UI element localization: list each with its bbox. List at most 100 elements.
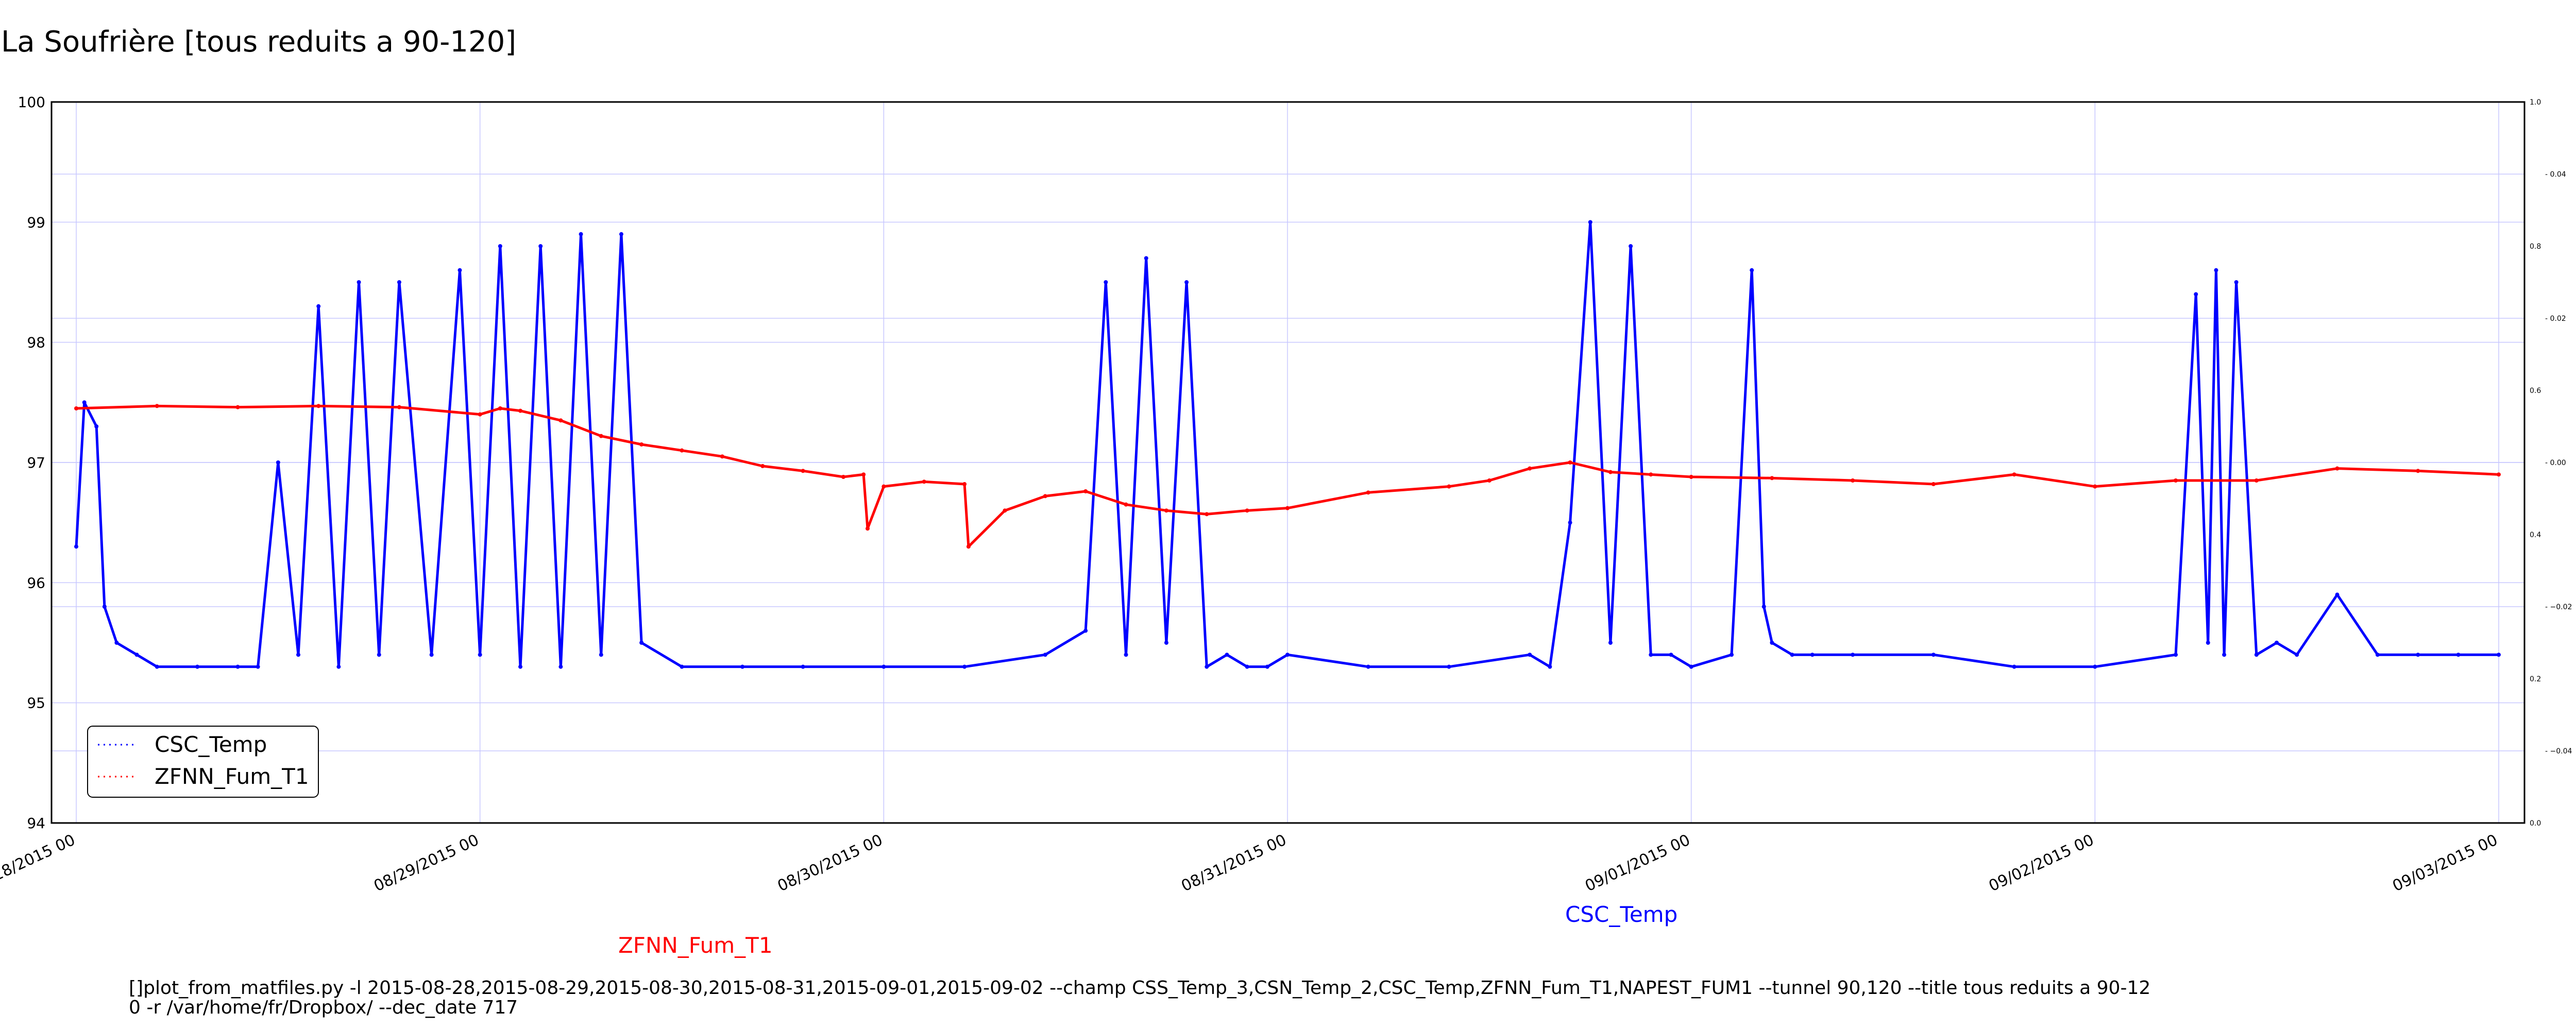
- series-csc-temp-point: [74, 544, 78, 549]
- series-zfnn-fum-t1-point: [1205, 512, 1209, 517]
- series-zfnn-fum-t1-point: [882, 484, 886, 489]
- series-csc-temp-point: [498, 244, 502, 248]
- series-zfnn-fum-t1-point: [865, 526, 870, 531]
- series-zfnn-fum-t1-point: [2416, 469, 2420, 473]
- series-layer: [74, 220, 2501, 669]
- series-csc-temp-point: [1083, 628, 1088, 633]
- series-zfnn-fum-t1-point: [680, 448, 684, 453]
- series-csc-temp-point: [2214, 268, 2218, 272]
- series-csc-temp-point: [1366, 664, 1370, 669]
- series-csc-temp-point: [2335, 592, 2340, 597]
- y2-tick-label: 1.0: [2530, 98, 2541, 107]
- y2-minor-tick-label: - −0.02: [2545, 603, 2572, 611]
- series-csc-temp-point: [1851, 653, 1855, 657]
- series-zfnn-fum-t1-point: [1649, 472, 1653, 477]
- series-zfnn-fum-t1-point: [760, 464, 765, 468]
- series-zfnn-fum-t1-point: [558, 418, 563, 423]
- series-csc-temp-point: [882, 664, 886, 669]
- series-csc-temp-point: [1184, 280, 1189, 284]
- series-csc-temp-point: [801, 664, 805, 669]
- series-csc-temp-point: [599, 653, 603, 657]
- series-zfnn-fum-t1-point: [1851, 478, 1855, 483]
- series-zfnn-fum-t1-point: [2093, 484, 2097, 489]
- series-csc-temp-point: [1164, 641, 1168, 645]
- series-csc-temp-point: [1245, 664, 1249, 669]
- y-tick-label: 98: [27, 334, 45, 351]
- series-csc-temp-point: [2456, 653, 2461, 657]
- series-csc-temp-point: [1124, 653, 1128, 657]
- series-csc-temp-point: [2222, 653, 2227, 657]
- series-zfnn-fum-t1-line: [76, 404, 2499, 548]
- series-zfnn-fum-t1-point: [1568, 460, 1572, 465]
- series-csc-temp-point: [316, 304, 321, 308]
- annotation-csc-temp: CSC_Temp: [1565, 902, 1677, 927]
- series-csc-temp-point: [1528, 653, 1532, 657]
- x-axis: 08/28/2015 00 08/29/2015 00 08/30/2015 00 0…: [0, 831, 2500, 896]
- series-csc-temp-point: [1931, 653, 1936, 657]
- x-tick-label: 08/31/2015 00: [1179, 831, 1290, 896]
- series-zfnn-fum-t1-point: [2174, 478, 2178, 483]
- series-csc-temp-point: [1629, 244, 1633, 248]
- series-zfnn-fum-t1-point: [720, 454, 724, 459]
- series-csc-temp-point: [155, 664, 159, 669]
- series-csc-temp-point: [518, 664, 523, 669]
- plot-frame: [50, 101, 2526, 824]
- series-csc-temp-point: [1568, 520, 1572, 525]
- series-zfnn-fum-t1-point: [922, 479, 926, 484]
- series-csc-temp-point: [1265, 664, 1269, 669]
- series-csc-temp-point: [1750, 268, 1754, 272]
- series-csc-temp-point: [114, 641, 119, 645]
- series-csc-temp-point: [962, 664, 967, 669]
- series-csc-temp-point: [429, 653, 434, 657]
- series-csc-temp-point: [1588, 220, 1592, 225]
- series-zfnn-fum-t1-point: [1528, 466, 1532, 471]
- series-csc-temp-point: [1608, 641, 1613, 645]
- y2-minor-tick-label: - −0.04: [2545, 747, 2572, 756]
- series-csc-temp-point: [558, 664, 563, 669]
- annotation-zfnn-fum-t1: ZFNN_Fum_T1: [618, 933, 773, 958]
- series-csc-temp-point: [2274, 641, 2279, 645]
- series-csc-temp-point: [357, 280, 361, 284]
- x-tick-label: 08/29/2015 00: [371, 831, 482, 896]
- series-csc-temp-point: [457, 268, 462, 272]
- y2-minor-tick-label: - 0.02: [2545, 315, 2566, 323]
- series-csc-temp-point: [2416, 653, 2420, 657]
- series-zfnn-fum-t1-point: [1689, 475, 1693, 479]
- y-tick-label: 95: [27, 695, 45, 712]
- series-csc-temp-point: [195, 664, 200, 669]
- y2-tick-label: 0.2: [2530, 675, 2541, 683]
- series-zfnn-fum-t1-point: [155, 404, 159, 408]
- series-zfnn-fum-t1-point: [962, 482, 967, 486]
- series-csc-temp-point: [1205, 664, 1209, 669]
- series-csc-temp-point: [1790, 653, 1794, 657]
- series-csc-temp-point: [296, 653, 301, 657]
- y-tick-label: 99: [27, 214, 45, 231]
- series-csc-temp-point: [2194, 292, 2198, 297]
- series-zfnn-fum-t1-point: [1124, 502, 1128, 507]
- x-tick-label: 09/01/2015 00: [1582, 831, 1693, 896]
- series-csc-temp-point: [1649, 653, 1653, 657]
- series-csc-temp-point: [1548, 664, 1552, 669]
- series-zfnn-fum-t1-point: [1608, 470, 1613, 474]
- series-csc-temp-point: [1144, 256, 1148, 261]
- series-csc-temp-point: [1761, 605, 1766, 609]
- series-csc-temp-point: [1810, 653, 1815, 657]
- y2-minor-tick-label: - 0.04: [2545, 170, 2566, 179]
- chart-title: La Soufrière [tous reduits a 90-120]: [1, 25, 516, 59]
- series-csc-temp-point: [235, 664, 240, 669]
- x-tick-label: 08/30/2015 00: [775, 831, 886, 896]
- series-zfnn-fum-t1-point: [801, 469, 805, 473]
- y-tick-label: 97: [27, 454, 45, 471]
- series-csc-temp-point: [2206, 641, 2210, 645]
- series-csc-temp-point: [94, 424, 99, 428]
- series-zfnn-fum-t1-point: [74, 406, 78, 410]
- series-csc-temp-point: [1669, 653, 1673, 657]
- x-tick-label: 09/02/2015 00: [1986, 831, 2097, 896]
- series-csc-temp-point: [639, 641, 644, 645]
- series-csc-temp-point: [2174, 653, 2178, 657]
- series-csc-temp-point: [134, 653, 139, 657]
- series-csc-temp-point: [1043, 653, 1047, 657]
- series-csc-temp-point: [2234, 280, 2239, 284]
- series-csc-temp-line: [75, 220, 2499, 668]
